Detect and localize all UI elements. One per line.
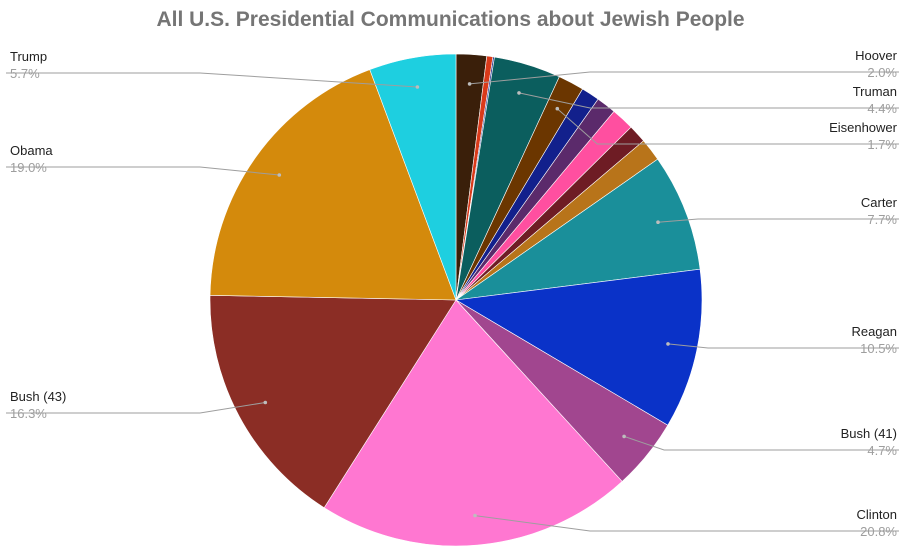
leader-dot-reagan bbox=[666, 342, 670, 346]
slice-percent-bush-43: 16.3% bbox=[10, 406, 47, 421]
slice-percent-obama: 19.0% bbox=[10, 160, 47, 175]
leader-lines bbox=[6, 71, 899, 532]
leader-line-clinton bbox=[474, 515, 899, 532]
leader-line-reagan bbox=[667, 343, 899, 349]
pie-slices bbox=[209, 53, 703, 546]
leader-dot-hoover bbox=[467, 82, 472, 86]
slice-label-reagan: Reagan bbox=[851, 324, 897, 339]
slice-percent-eisenhower: 1.7% bbox=[867, 137, 897, 152]
slice-percent-carter: 7.7% bbox=[867, 212, 897, 227]
pie-slice-carter bbox=[455, 158, 701, 301]
pie-slice-bush-43 bbox=[209, 295, 457, 509]
pie-slice-reagan bbox=[455, 268, 703, 426]
leader-line-trump bbox=[6, 72, 418, 88]
leader-line-bush-41 bbox=[623, 435, 899, 451]
slice-label-truman: Truman bbox=[853, 84, 897, 99]
leader-dot-obama bbox=[277, 173, 282, 177]
slice-percent-reagan: 10.5% bbox=[860, 341, 897, 356]
slice-percent-trump: 5.7% bbox=[10, 66, 40, 81]
slice-percent-truman: 4.4% bbox=[867, 101, 897, 116]
pie-slice-clinton bbox=[323, 299, 623, 546]
leader-line-carter bbox=[657, 218, 899, 223]
leader-dot-clinton bbox=[473, 513, 477, 518]
slice-label-hoover: Hoover bbox=[855, 48, 898, 63]
leader-dot-truman bbox=[517, 91, 521, 95]
pie-slice-obama bbox=[209, 69, 457, 301]
slice-percent-bush-41: 4.7% bbox=[867, 443, 897, 458]
slice-percent-clinton: 20.8% bbox=[860, 524, 897, 539]
leader-dot-carter bbox=[656, 220, 660, 224]
slice-label-eisenhower: Eisenhower bbox=[829, 120, 898, 135]
slice-label-clinton: Clinton bbox=[857, 507, 897, 522]
leader-line-eisenhower bbox=[556, 108, 899, 145]
pie-slice-trump bbox=[369, 53, 457, 301]
leader-line-obama bbox=[6, 166, 280, 176]
slice-label-bush-41: Bush (41) bbox=[841, 426, 897, 441]
leader-dot-bush-41 bbox=[622, 434, 626, 439]
slice-label-trump: Trump bbox=[10, 49, 47, 64]
leader-line-bush-43 bbox=[6, 402, 266, 414]
leader-line-truman bbox=[518, 92, 899, 109]
slice-label-carter: Carter bbox=[861, 195, 898, 210]
leader-dot-bush-43 bbox=[263, 400, 268, 405]
chart-title: All U.S. Presidential Communications abo… bbox=[156, 8, 745, 31]
leader-dot-eisenhower bbox=[555, 106, 560, 111]
slice-percent-hoover: 2.0% bbox=[867, 65, 897, 80]
leader-line-hoover bbox=[469, 71, 899, 85]
slice-label-bush-43: Bush (43) bbox=[10, 389, 66, 404]
slice-labels: Hoover 2.0% Truman 4.4% Eisenhower 1.7% Carter… bbox=[10, 48, 898, 539]
slice-label-obama: Obama bbox=[10, 143, 53, 158]
leader-dot-trump bbox=[415, 85, 420, 89]
